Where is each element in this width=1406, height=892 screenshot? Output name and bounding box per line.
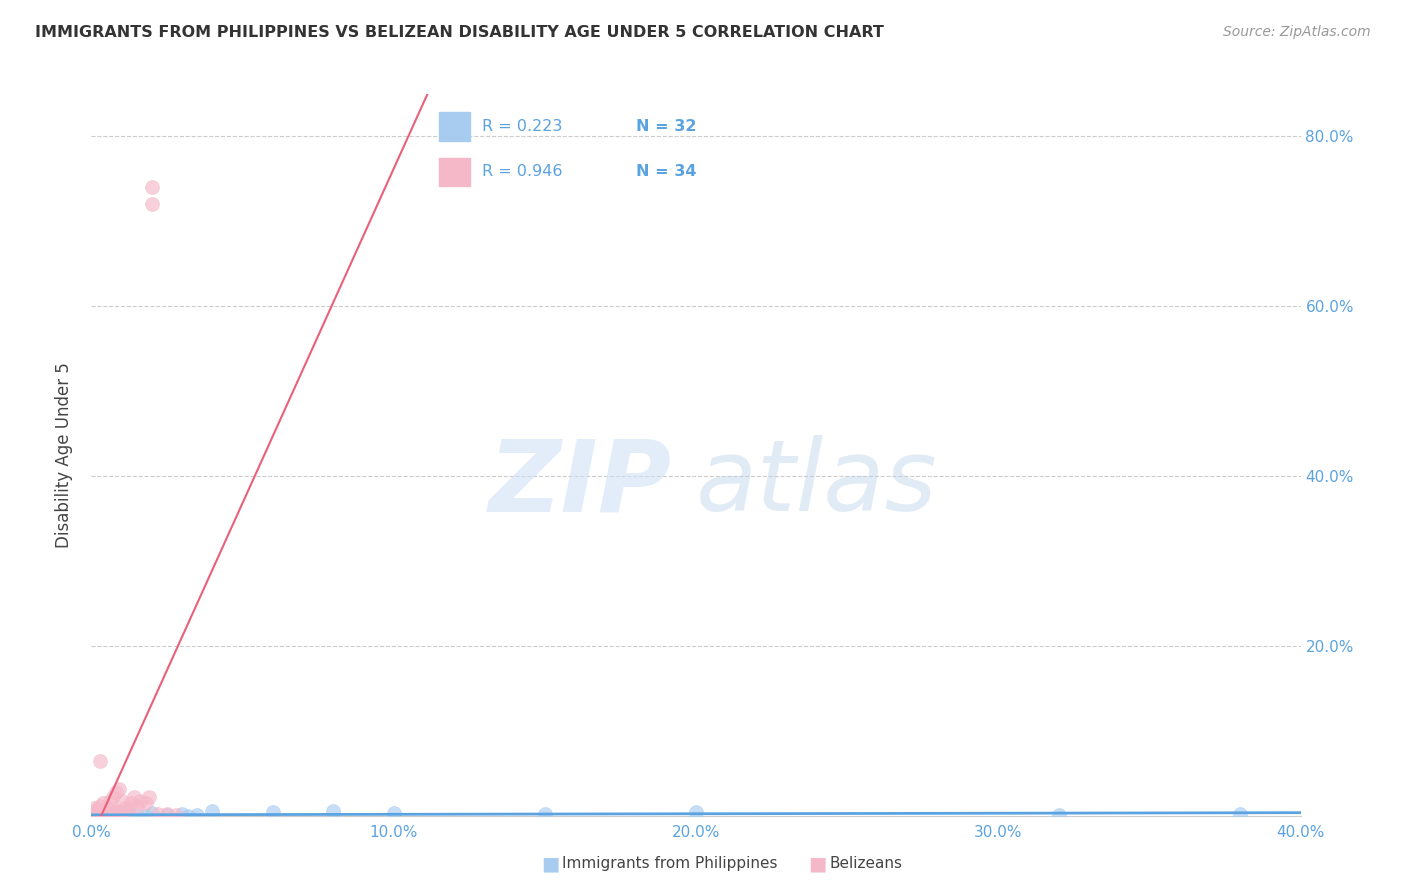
Text: IMMIGRANTS FROM PHILIPPINES VS BELIZEAN DISABILITY AGE UNDER 5 CORRELATION CHART: IMMIGRANTS FROM PHILIPPINES VS BELIZEAN … (35, 25, 884, 40)
Point (86, 802, 108, 816)
Text: R = 0.223: R = 0.223 (482, 120, 562, 135)
Point (156, 808, 179, 822)
Point (111, 794, 132, 808)
Point (93, 805, 115, 819)
Point (141, 180, 163, 194)
Text: Belizeans: Belizeans (830, 856, 903, 871)
Point (93, 797, 115, 811)
Point (122, 790, 145, 805)
Point (96, 806, 118, 821)
Point (125, 808, 148, 822)
Point (89, 807, 111, 822)
Point (101, 790, 124, 805)
Point (107, 804, 129, 818)
Point (111, 809, 132, 823)
Text: atlas: atlas (696, 435, 938, 533)
Point (86, 808, 108, 822)
Point (93, 808, 115, 822)
Point (107, 782, 129, 797)
Point (98, 808, 121, 822)
FancyBboxPatch shape (439, 158, 470, 186)
Point (128, 794, 150, 808)
Point (117, 808, 139, 822)
Text: ZIP: ZIP (489, 435, 672, 533)
Point (1229, 806, 1251, 821)
Point (89, 754, 111, 768)
Point (104, 805, 127, 819)
Point (107, 808, 129, 822)
Text: Immigrants from Philippines: Immigrants from Philippines (562, 856, 778, 871)
Point (186, 808, 208, 822)
Point (262, 805, 284, 819)
FancyBboxPatch shape (439, 112, 470, 141)
Point (83, 808, 105, 822)
Point (96, 808, 118, 822)
Point (89, 808, 111, 822)
Point (685, 805, 707, 819)
Point (96, 807, 118, 822)
Text: N = 32: N = 32 (636, 120, 696, 135)
Point (98, 805, 121, 820)
Point (141, 805, 163, 820)
Text: ■: ■ (541, 854, 560, 873)
Point (322, 804, 344, 818)
Point (104, 807, 127, 822)
Text: N = 34: N = 34 (636, 164, 696, 179)
Point (101, 809, 124, 823)
Point (89, 805, 111, 819)
Point (83, 805, 105, 819)
Point (86, 806, 108, 821)
Point (83, 800, 105, 814)
Point (177, 809, 200, 823)
Point (93, 809, 115, 823)
Point (382, 805, 405, 820)
Point (125, 799, 148, 814)
Point (86, 807, 108, 822)
Text: ■: ■ (808, 854, 827, 873)
Point (172, 807, 194, 822)
Point (138, 790, 160, 805)
Point (156, 807, 179, 822)
Point (201, 804, 224, 818)
Point (101, 805, 124, 819)
Point (141, 197, 163, 211)
Point (89, 809, 111, 823)
Point (120, 796, 142, 810)
Point (533, 806, 555, 821)
Point (104, 785, 127, 799)
Text: Source: ZipAtlas.com: Source: ZipAtlas.com (1223, 25, 1371, 39)
Point (96, 800, 118, 814)
Point (98, 794, 121, 808)
Y-axis label: Disability Age Under 5: Disability Age Under 5 (55, 362, 73, 548)
Point (83, 807, 105, 822)
Point (165, 808, 187, 822)
Point (114, 800, 136, 814)
Point (146, 807, 169, 822)
Point (135, 809, 157, 823)
Point (1047, 808, 1070, 822)
Point (89, 799, 111, 814)
Text: R = 0.946: R = 0.946 (482, 164, 562, 179)
Point (135, 796, 157, 810)
Point (111, 805, 132, 820)
Point (117, 802, 139, 816)
